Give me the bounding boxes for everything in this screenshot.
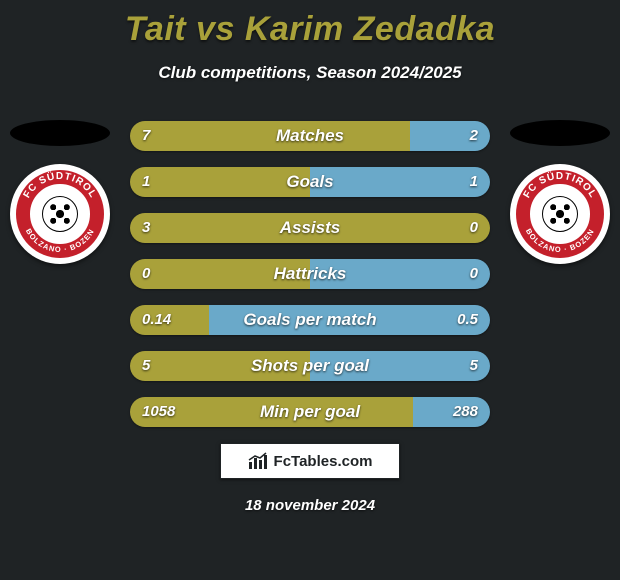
site-name: FcTables.com: [274, 453, 373, 470]
right-club-logo: FC SÜDTIROL BOLZANO · BOZEN: [510, 164, 610, 264]
stat-bar-right: [410, 121, 490, 151]
stats-comparison-bars: Matches72 Goals11 Assists30 Hattricks00 Goal…: [130, 121, 490, 427]
snapshot-date: 18 november 2024: [0, 497, 620, 514]
bar-chart-icon: [248, 452, 268, 470]
site-watermark: FcTables.com: [220, 443, 400, 479]
stat-bar-right: [310, 259, 490, 289]
comparison-title: Tait vs Karim Zedadka: [0, 0, 620, 49]
left-player-badge: FC SÜDTIROL BOLZANO · BOZEN: [10, 120, 110, 264]
stat-row: Matches72: [130, 121, 490, 151]
stat-row: Goals11: [130, 167, 490, 197]
stat-bar-left: [130, 397, 413, 427]
stat-bar-left: [130, 121, 410, 151]
stat-row: Hattricks00: [130, 259, 490, 289]
stat-row: Assists30: [130, 213, 490, 243]
season-subtitle: Club competitions, Season 2024/2025: [0, 63, 620, 83]
stat-bar-left: [130, 351, 310, 381]
right-player-badge: FC SÜDTIROL BOLZANO · BOZEN: [510, 120, 610, 264]
stat-bar-right: [413, 397, 490, 427]
stat-row: Shots per goal55: [130, 351, 490, 381]
player-silhouette-placeholder: [510, 120, 610, 146]
stat-bar-left: [130, 167, 310, 197]
player-silhouette-placeholder: [10, 120, 110, 146]
stat-bar-left: [130, 305, 209, 335]
stat-bar-left: [130, 259, 310, 289]
soccer-ball-icon: [42, 196, 78, 232]
stat-row: Goals per match0.140.5: [130, 305, 490, 335]
stat-row: Min per goal1058288: [130, 397, 490, 427]
soccer-ball-icon: [542, 196, 578, 232]
stat-bar-left: [130, 213, 490, 243]
stat-bar-right: [209, 305, 490, 335]
left-club-logo: FC SÜDTIROL BOLZANO · BOZEN: [10, 164, 110, 264]
stat-bar-right: [310, 167, 490, 197]
stat-bar-right: [310, 351, 490, 381]
